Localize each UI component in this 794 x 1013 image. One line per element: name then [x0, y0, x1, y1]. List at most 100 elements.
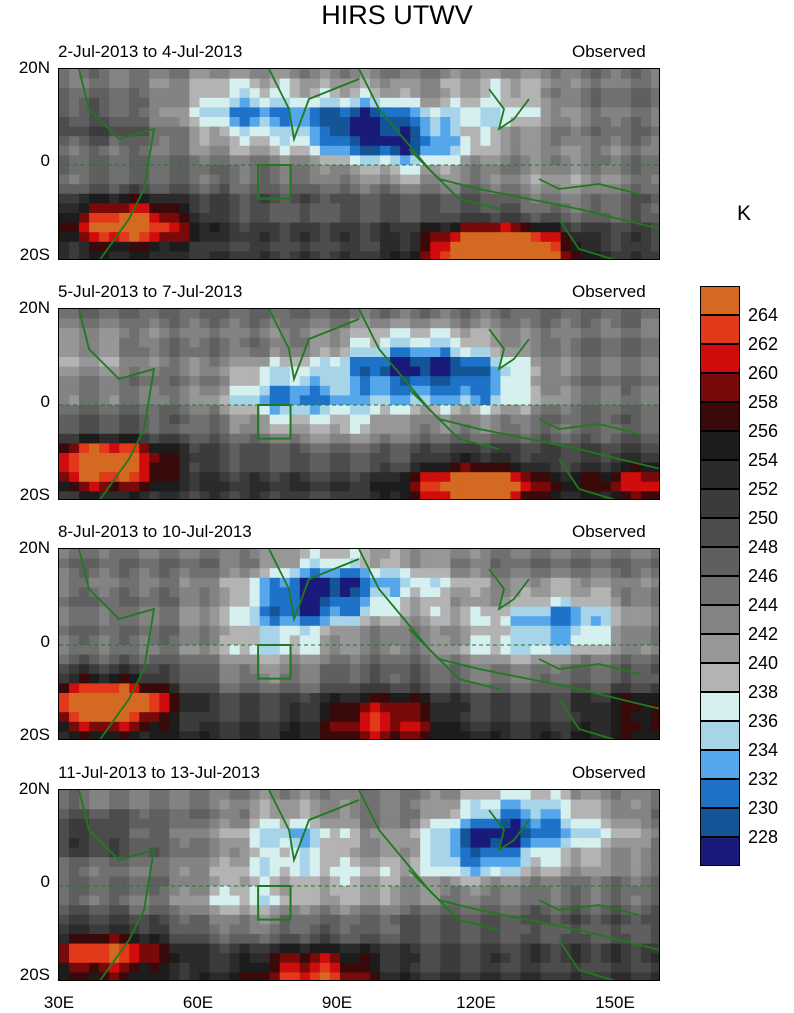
- field-cell: [349, 376, 361, 387]
- field-cell: [480, 712, 492, 723]
- field-cell: [650, 886, 659, 897]
- field-cell: [269, 107, 281, 118]
- field-cell: [209, 347, 221, 358]
- field-cell: [490, 107, 502, 118]
- field-cell: [600, 69, 612, 80]
- field-cell: [480, 683, 492, 694]
- field-cell: [600, 232, 612, 243]
- field-cell: [480, 972, 492, 980]
- field-cell: [79, 491, 90, 499]
- field-cell: [179, 905, 191, 916]
- field-cell: [630, 790, 642, 801]
- field-cell: [450, 424, 461, 435]
- field-cell: [500, 693, 512, 704]
- field-cell: [59, 731, 70, 739]
- field-cell: [69, 934, 80, 945]
- field-cell: [510, 587, 522, 598]
- field-cell: [159, 318, 170, 329]
- field-cell: [630, 193, 642, 204]
- field-cell: [259, 424, 271, 435]
- field-cell: [620, 78, 632, 89]
- field-cell: [169, 934, 180, 945]
- field-cell: [610, 549, 622, 560]
- field-cell: [279, 625, 291, 636]
- field-cell: [309, 453, 321, 464]
- field-cell: [490, 568, 502, 579]
- field-cell: [319, 635, 331, 646]
- field-cell: [309, 414, 321, 425]
- field-cell: [570, 943, 582, 954]
- field-cell: [480, 318, 492, 329]
- field-cell: [269, 943, 281, 954]
- field-cell: [269, 251, 281, 259]
- field-cell: [269, 953, 281, 964]
- field-cell: [600, 414, 612, 425]
- field-cell: [219, 914, 231, 925]
- field-cell: [119, 587, 130, 598]
- field-cell: [590, 107, 602, 118]
- field-cell: [179, 309, 191, 320]
- field-cell: [610, 886, 622, 897]
- field-cell: [349, 953, 361, 964]
- field-cell: [129, 895, 140, 906]
- field-cell: [390, 790, 401, 801]
- field-cell: [480, 357, 492, 368]
- field-cell: [69, 395, 80, 406]
- field-cell: [360, 616, 371, 627]
- field-cell: [249, 481, 261, 492]
- field-cell: [69, 828, 80, 839]
- field-cell: [329, 443, 341, 454]
- coastline: [558, 218, 616, 259]
- field-cell: [319, 318, 331, 329]
- field-cell: [229, 962, 241, 973]
- field-cell: [570, 616, 582, 627]
- field-cell: [410, 953, 421, 964]
- field-cell: [550, 433, 562, 444]
- field-cell: [109, 606, 120, 617]
- field-cell: [339, 673, 351, 684]
- field-cell: [440, 683, 451, 694]
- field-cell: [269, 905, 281, 916]
- field-cell: [380, 683, 391, 694]
- panel-2-ytick-20s: 20S: [19, 485, 50, 504]
- field-cell: [69, 405, 80, 416]
- field-cell: [440, 886, 451, 897]
- field-cell: [620, 472, 632, 483]
- field-cell: [560, 414, 572, 425]
- field-cell: [339, 88, 351, 99]
- field-cell: [179, 857, 191, 868]
- field-cell: [309, 962, 321, 973]
- colorbar-tick-label: 258: [748, 392, 779, 412]
- field-cell: [500, 184, 512, 195]
- field-cell: [209, 721, 221, 732]
- field-cell: [109, 962, 120, 973]
- field-cell: [550, 481, 562, 492]
- field-cell: [329, 213, 341, 224]
- field-cell: [510, 203, 522, 214]
- field-cell: [239, 876, 251, 887]
- field-cell: [410, 683, 421, 694]
- field-cell: [109, 395, 120, 406]
- field-cell: [540, 184, 552, 195]
- field-cell: [279, 222, 291, 233]
- field-cell: [410, 828, 421, 839]
- field-cell: [360, 328, 371, 339]
- field-cell: [159, 174, 170, 185]
- field-cell: [370, 309, 381, 320]
- field-cell: [309, 347, 321, 358]
- field-cell: [339, 481, 351, 492]
- field-cell: [390, 924, 401, 935]
- field-cell: [309, 683, 321, 694]
- field-cell: [450, 136, 461, 147]
- field-cell: [440, 731, 451, 739]
- field-cell: [59, 203, 70, 214]
- field-cell: [400, 414, 411, 425]
- field-cell: [640, 972, 652, 980]
- field-cell: [99, 251, 110, 259]
- field-cell: [299, 184, 311, 195]
- field-cell: [209, 117, 221, 128]
- field-cell: [299, 597, 311, 608]
- field-cell: [380, 673, 391, 684]
- field-cell: [450, 232, 461, 243]
- field-cell: [470, 107, 481, 118]
